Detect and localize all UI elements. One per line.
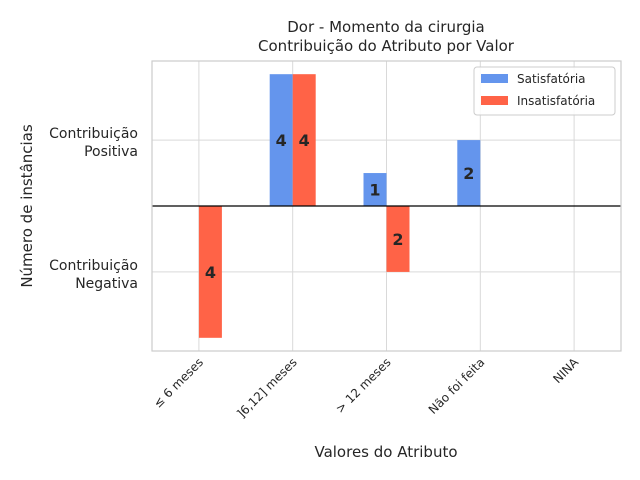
x-axis-label: Valores do Atributo bbox=[314, 443, 457, 461]
plot-frame bbox=[151, 60, 622, 352]
y-tick-label: Contribuição Positiva bbox=[49, 126, 138, 160]
bar bbox=[292, 74, 316, 206]
bar-value-label: 2 bbox=[463, 164, 474, 183]
bar bbox=[457, 140, 481, 206]
legend-label: Satisfatória bbox=[517, 72, 586, 86]
x-tick-label: NINA bbox=[550, 355, 581, 386]
y-axis-label: Número de instâncias bbox=[18, 124, 36, 288]
x-tick-label: Não foi feita bbox=[426, 355, 488, 417]
bar bbox=[363, 173, 387, 206]
legend-label: Insatisfatória bbox=[517, 94, 595, 108]
y-tick-labels: Contribuição Positiva Contribuição Negativa bbox=[49, 126, 138, 292]
y-tick-label: Contribuição Negativa bbox=[49, 258, 138, 292]
legend-swatch bbox=[481, 74, 508, 83]
bar-value-label: 2 bbox=[392, 230, 403, 249]
chart-title-line-1: Dor - Momento da cirurgia bbox=[287, 18, 485, 36]
bar-value-label: 1 bbox=[369, 181, 380, 200]
x-tick-label: ]6,12] meses bbox=[234, 355, 300, 421]
bar-value-label: 4 bbox=[299, 131, 310, 150]
chart-title-line-2: Contribuição do Atributo por Valor bbox=[258, 37, 515, 55]
x-tick-label: > 12 meses bbox=[333, 355, 394, 416]
bar-value-label: 4 bbox=[205, 263, 216, 282]
legend-swatch bbox=[481, 96, 508, 105]
bar-value-label: 4 bbox=[276, 131, 287, 150]
x-tick-label: ≤ 6 meses bbox=[151, 355, 206, 410]
bars bbox=[198, 74, 481, 338]
bar bbox=[198, 206, 222, 338]
legend: Satisfatória Insatisfatória bbox=[473, 66, 616, 116]
bar bbox=[269, 74, 293, 206]
legend-box bbox=[473, 66, 616, 116]
x-tick-labels: ≤ 6 meses ]6,12] meses > 12 meses Não foi f… bbox=[151, 355, 582, 421]
bar bbox=[386, 206, 410, 272]
